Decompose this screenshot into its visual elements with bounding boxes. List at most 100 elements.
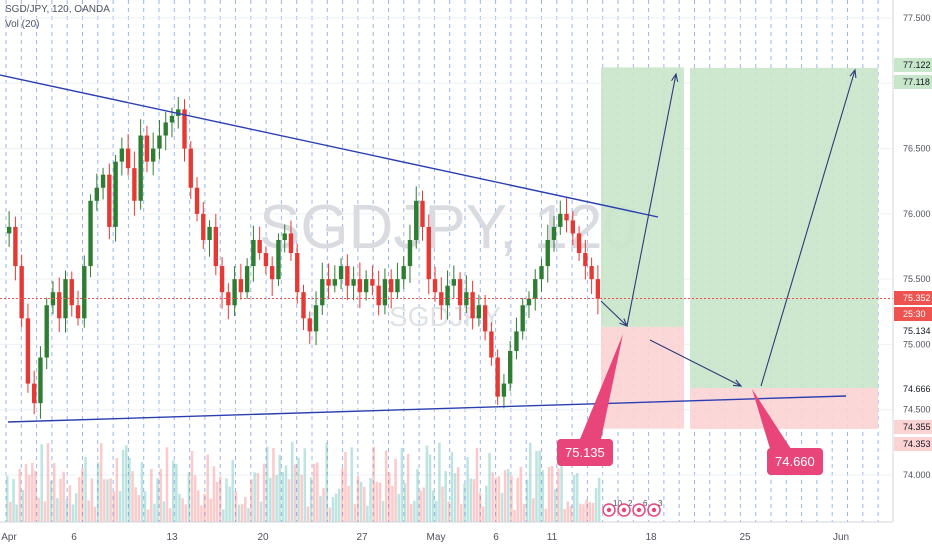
volume-bar — [425, 445, 429, 522]
volume-bar — [566, 501, 570, 522]
candle-body — [363, 279, 369, 293]
volume-bar — [272, 447, 275, 522]
volume-bar — [103, 479, 106, 522]
arrow-drop-2-head — [732, 379, 743, 387]
volume-bar — [118, 491, 122, 522]
x-tick-label: 6 — [71, 532, 77, 543]
candle-body — [238, 279, 244, 293]
volume-bar — [597, 477, 601, 522]
volume-bar — [494, 477, 498, 522]
callout-pointer-1 — [578, 334, 623, 444]
volume-bar — [381, 501, 385, 522]
y-tick-label: 76.500 — [903, 144, 931, 154]
price-label: 74.353 — [903, 439, 931, 449]
volume-bar — [24, 463, 28, 522]
volume-bar — [431, 490, 435, 522]
volume-bar — [275, 475, 278, 522]
candle-body — [526, 298, 532, 306]
candle-body — [31, 383, 37, 404]
candle-body — [470, 292, 475, 319]
price-label: 77.122 — [903, 60, 931, 70]
x-tick-label: 25 — [739, 532, 751, 543]
volume-bar — [456, 467, 460, 522]
volume-bar — [134, 487, 137, 522]
volume-bar — [435, 500, 438, 522]
candle-body — [38, 357, 43, 404]
candle-body — [13, 226, 18, 267]
volume-bar — [356, 476, 360, 522]
x-tick-label: 27 — [356, 532, 368, 543]
candle-body — [326, 279, 331, 286]
y-tick-label: 74.500 — [903, 405, 931, 415]
callout-entry-2: 74.660 — [767, 448, 823, 475]
profit-zone-1 — [601, 67, 684, 327]
candle-body — [514, 331, 519, 351]
volume-bar — [287, 479, 291, 522]
volume-bar — [218, 476, 222, 522]
volume-bar — [328, 507, 332, 522]
volume-bar — [156, 478, 159, 522]
volume-bar — [43, 501, 47, 522]
volume-bar — [253, 472, 256, 522]
price-label-box — [894, 291, 932, 305]
x-tick-label: Apr — [1, 532, 17, 543]
volume-bar — [544, 508, 548, 522]
volume-bar — [447, 501, 451, 522]
volume-bar — [422, 487, 426, 522]
volume-bar — [359, 481, 363, 522]
candle-body — [301, 292, 306, 319]
volume-bar — [469, 478, 473, 522]
x-tick-label: 11 — [547, 532, 558, 543]
volume-bar — [441, 486, 444, 522]
candle-body — [432, 279, 438, 293]
watermark-sub: SGDJPY — [389, 301, 501, 332]
volume-bar — [403, 483, 407, 522]
candle-body — [169, 115, 175, 123]
candle-body — [194, 187, 200, 214]
price-label-box — [894, 58, 932, 72]
volume-bar — [74, 493, 78, 522]
volume-bar — [497, 476, 501, 522]
volume-bar — [528, 442, 532, 522]
volume-bar — [153, 503, 156, 522]
arrow-target-2-head — [849, 68, 857, 79]
volume-bar — [353, 504, 357, 522]
volume-bar — [384, 450, 388, 522]
volume-bar — [572, 475, 576, 522]
volume-bar — [507, 468, 510, 522]
volume-bar — [237, 504, 241, 522]
volume-bar — [337, 488, 341, 522]
volume-bar — [294, 464, 297, 522]
volume-bar — [281, 471, 285, 522]
alert-badge-dot — [636, 507, 642, 513]
volume-bar — [560, 462, 563, 522]
candle-body — [501, 383, 507, 397]
candle-body — [19, 266, 24, 319]
volume-bar — [212, 466, 216, 522]
candle-body — [282, 233, 287, 240]
volume-bar — [115, 457, 119, 522]
alert-badge-count: 3 — [658, 499, 663, 508]
candle-body — [533, 279, 538, 299]
volume-bar — [575, 473, 579, 522]
candle-body — [257, 239, 262, 254]
candle-body — [6, 226, 12, 234]
candle-body — [57, 292, 62, 319]
y-tick-label: 74.000 — [903, 470, 931, 480]
volume-bar — [59, 478, 62, 522]
volume-bar — [187, 472, 191, 522]
x-tick-label: 20 — [257, 532, 269, 543]
candle-body — [269, 266, 275, 280]
volume-bar — [557, 468, 560, 522]
candle-body — [558, 213, 563, 227]
volume-bar — [569, 506, 573, 522]
price-label: 77.118 — [903, 77, 930, 87]
volume-bar — [228, 486, 231, 522]
volume-bar — [125, 445, 128, 522]
volume-bar — [181, 498, 184, 522]
arrow-drop-1 — [600, 300, 628, 327]
candle-body — [545, 239, 550, 267]
volume-bar — [6, 475, 9, 522]
